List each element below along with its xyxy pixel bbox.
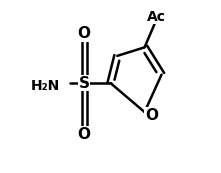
Text: S: S <box>79 76 90 91</box>
Text: O: O <box>78 127 91 142</box>
Text: O: O <box>78 26 91 41</box>
Text: O: O <box>145 108 158 123</box>
Text: Ac: Ac <box>147 10 166 24</box>
Text: H₂N: H₂N <box>30 80 60 93</box>
